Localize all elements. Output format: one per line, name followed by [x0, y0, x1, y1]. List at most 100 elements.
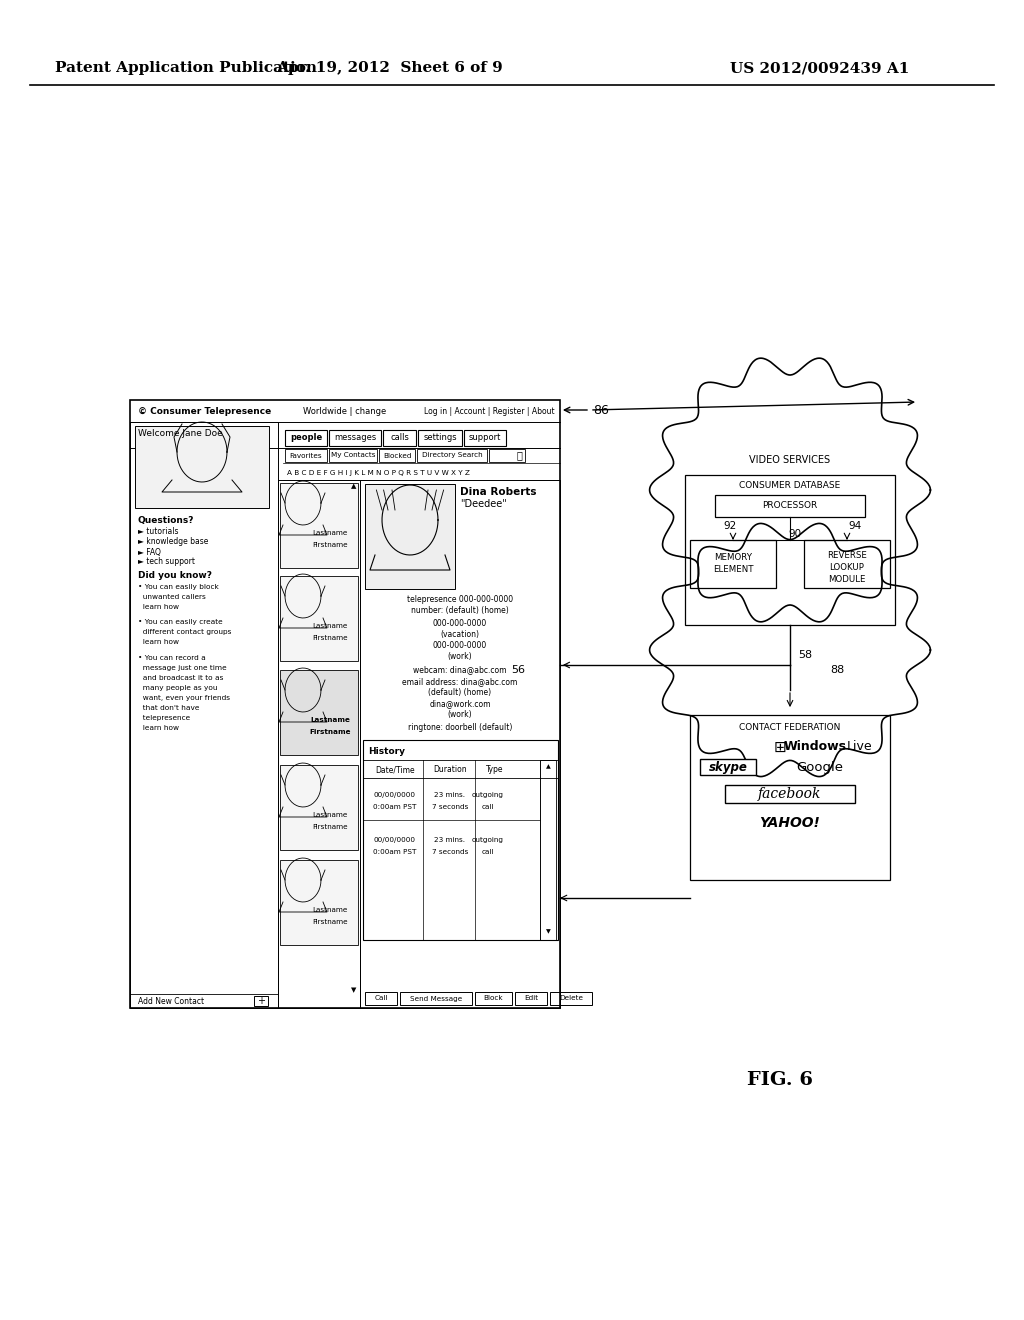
Text: Apr. 19, 2012  Sheet 6 of 9: Apr. 19, 2012 Sheet 6 of 9 — [276, 61, 504, 75]
Text: CONSUMER DATABASE: CONSUMER DATABASE — [739, 482, 841, 491]
Text: unwanted callers: unwanted callers — [138, 594, 206, 601]
Bar — [360, 480, 560, 1008]
Text: Firstname: Firstname — [312, 824, 348, 830]
Text: Google: Google — [797, 760, 844, 774]
Text: 000-000-0000: 000-000-0000 — [433, 642, 487, 651]
Bar — [130, 422, 278, 1008]
Text: email address: dina@abc.com: email address: dina@abc.com — [402, 677, 518, 686]
Bar — [329, 430, 381, 446]
Text: (work): (work) — [447, 710, 472, 718]
Text: © Consumer Telepresence: © Consumer Telepresence — [138, 408, 271, 417]
Text: (work): (work) — [447, 652, 472, 660]
Bar — [379, 449, 415, 462]
Text: Firstname: Firstname — [312, 635, 348, 642]
Text: VIDEO SERVICES: VIDEO SERVICES — [750, 455, 830, 465]
Text: Did you know?: Did you know? — [138, 570, 212, 579]
Text: 7 seconds: 7 seconds — [432, 849, 468, 855]
Text: outgoing: outgoing — [472, 837, 504, 843]
Bar — [280, 861, 358, 945]
Text: Directory Search: Directory Search — [422, 453, 482, 458]
Text: 00/00/0000: 00/00/0000 — [374, 792, 416, 799]
Bar — [365, 484, 455, 589]
Text: Send Message: Send Message — [410, 995, 462, 1002]
Bar — [475, 993, 512, 1005]
Bar — [550, 993, 592, 1005]
Text: 23 mins.: 23 mins. — [434, 837, 466, 843]
Text: ▲: ▲ — [351, 483, 356, 488]
Text: call: call — [482, 849, 495, 855]
Bar — [278, 480, 360, 1008]
Text: 7 seconds: 7 seconds — [432, 804, 468, 810]
Text: 000-000-0000: 000-000-0000 — [433, 619, 487, 628]
Text: ▲: ▲ — [546, 764, 550, 770]
Bar — [285, 430, 327, 446]
Text: number: (default) (home): number: (default) (home) — [411, 606, 509, 615]
Bar — [725, 785, 855, 803]
Text: 90: 90 — [788, 529, 802, 539]
Text: Lastname: Lastname — [312, 907, 348, 913]
Text: message just one time: message just one time — [138, 665, 226, 671]
Bar — [329, 449, 377, 462]
Text: LOOKUP: LOOKUP — [829, 562, 864, 572]
Bar — [365, 993, 397, 1005]
Bar — [383, 430, 416, 446]
Text: Welcome Jane Doe: Welcome Jane Doe — [138, 429, 223, 438]
Bar — [280, 766, 358, 850]
Text: ▼: ▼ — [546, 929, 550, 935]
Text: different contact groups: different contact groups — [138, 630, 231, 635]
Text: Add New Contact: Add New Contact — [138, 997, 204, 1006]
Text: ► knowledge base: ► knowledge base — [138, 537, 208, 546]
Text: • You can easily create: • You can easily create — [138, 619, 222, 624]
Bar — [362, 741, 558, 940]
Text: MEMORY: MEMORY — [714, 553, 752, 562]
Text: 00/00/0000: 00/00/0000 — [374, 837, 416, 843]
Polygon shape — [649, 524, 931, 776]
Bar — [464, 430, 506, 446]
Text: Delete: Delete — [559, 995, 583, 1002]
Bar — [280, 483, 358, 568]
Text: dina@work.com: dina@work.com — [429, 700, 490, 709]
Text: ⊞: ⊞ — [773, 739, 786, 755]
Bar — [700, 759, 756, 775]
Text: webcam: dina@abc.com: webcam: dina@abc.com — [414, 665, 507, 675]
Text: telepresence: telepresence — [138, 715, 190, 721]
Text: settings: settings — [423, 433, 457, 442]
Text: outgoing: outgoing — [472, 792, 504, 799]
Text: US 2012/0092439 A1: US 2012/0092439 A1 — [730, 61, 909, 75]
Text: Questions?: Questions? — [138, 516, 195, 524]
Text: CONTACT FEDERATION: CONTACT FEDERATION — [739, 722, 841, 731]
Text: YAHOO!: YAHOO! — [760, 816, 820, 830]
Bar — [690, 540, 776, 587]
Text: "Deedee": "Deedee" — [460, 499, 507, 510]
Text: • You can easily block: • You can easily block — [138, 583, 219, 590]
Text: calls: calls — [390, 433, 409, 442]
Bar — [135, 426, 269, 508]
Text: A B C D E F G H I J K L M N O P Q R S T U V W X Y Z: A B C D E F G H I J K L M N O P Q R S T … — [287, 470, 470, 477]
Text: 92: 92 — [723, 521, 736, 531]
Polygon shape — [649, 358, 931, 622]
Text: Favorites: Favorites — [290, 453, 323, 458]
Text: Call: Call — [375, 995, 388, 1002]
Text: Lastname: Lastname — [312, 531, 348, 536]
Text: PROCESSOR: PROCESSOR — [763, 502, 817, 511]
Bar — [804, 540, 890, 587]
Text: learn how: learn how — [138, 605, 179, 610]
Bar — [254, 997, 268, 1006]
Text: Lastname: Lastname — [312, 623, 348, 630]
Text: Dina Roberts: Dina Roberts — [460, 487, 537, 498]
Text: messages: messages — [334, 433, 376, 442]
Text: • You can record a: • You can record a — [138, 655, 206, 661]
Text: Lastname: Lastname — [312, 812, 348, 818]
Bar — [418, 430, 462, 446]
Bar — [130, 400, 560, 1008]
Text: Firstname: Firstname — [309, 729, 351, 735]
Text: support: support — [469, 433, 501, 442]
Bar — [417, 449, 487, 462]
Text: (default) (home): (default) (home) — [428, 688, 492, 697]
Text: 0:00am PST: 0:00am PST — [374, 849, 417, 855]
Bar — [515, 993, 547, 1005]
Text: people: people — [290, 433, 323, 442]
Text: 94: 94 — [848, 521, 861, 531]
Text: 58: 58 — [798, 649, 812, 660]
Text: My Contacts: My Contacts — [331, 453, 375, 458]
